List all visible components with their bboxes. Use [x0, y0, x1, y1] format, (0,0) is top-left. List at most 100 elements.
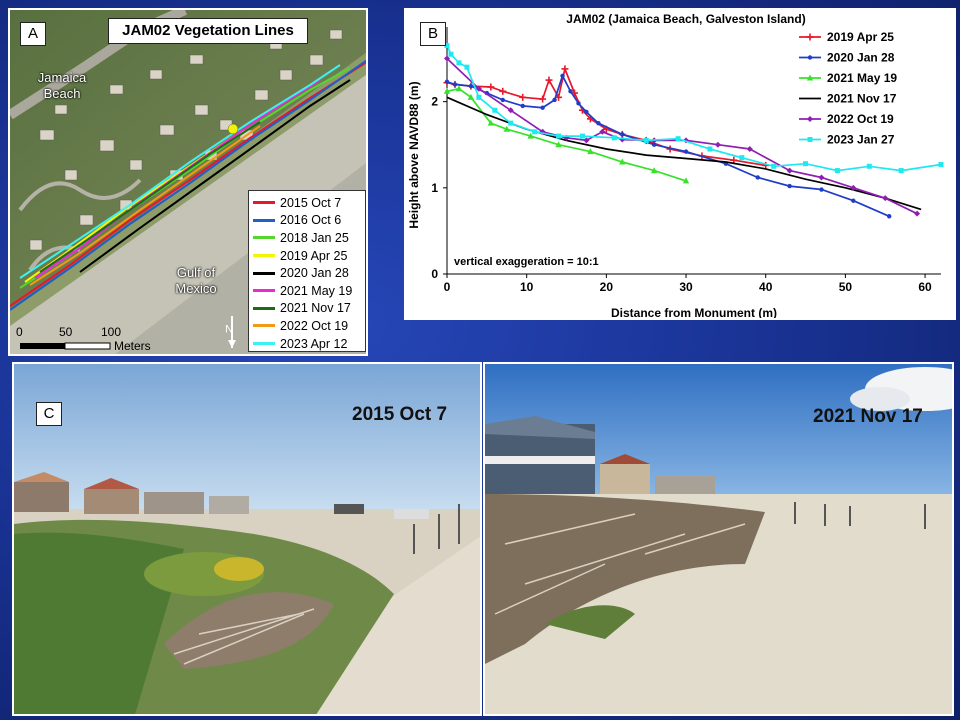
series-line	[446, 87, 687, 182]
x-tick-label: 50	[839, 280, 853, 294]
data-point	[507, 107, 514, 114]
data-point	[914, 210, 921, 217]
scale-unit: Meters	[114, 339, 151, 353]
chart-canvas: 0 10 20 30 40 50 60 0 1 2 JAM02 (Jamaica Beach, Ga…	[407, 12, 944, 320]
data-point	[819, 187, 824, 192]
beach-photo-2021-image	[485, 364, 952, 714]
map-legend-item: 2022 Oct 19	[253, 317, 361, 335]
y-axis-label: Height above NAVD88 (m)	[407, 81, 421, 228]
panel-letter-c: C	[36, 402, 62, 426]
y-tick-label: 2	[431, 95, 438, 109]
legend-swatch	[253, 342, 275, 346]
data-point	[532, 129, 538, 135]
data-point	[520, 103, 525, 109]
data-point	[467, 93, 475, 100]
legend-swatch	[253, 201, 275, 205]
map-legend-item: 2023 Apr 12	[253, 335, 361, 353]
legend-label: 2021 May 19	[280, 283, 353, 298]
x-tick-label: 0	[444, 280, 451, 294]
data-point	[503, 125, 510, 132]
scale-label-0: 0	[16, 325, 23, 339]
data-point	[620, 132, 625, 137]
data-point	[807, 137, 813, 142]
data-point	[444, 79, 450, 85]
data-point	[539, 95, 547, 103]
data-point	[596, 120, 601, 126]
legend-swatch	[253, 306, 275, 310]
legend-swatch	[253, 289, 275, 293]
data-point	[707, 146, 713, 152]
beach-profile-chart: 0 10 20 30 40 50 60 0 1 2 JAM02 (Jamaica Beach, Ga…	[404, 8, 956, 320]
map-legend-item: 2021 May 19	[253, 282, 361, 300]
scale-label-100: 100	[101, 325, 122, 339]
legend-label: 2015 Oct 7	[280, 195, 342, 210]
data-point	[683, 149, 689, 154]
data-point	[487, 83, 495, 91]
data-point	[561, 65, 569, 73]
series-line	[446, 73, 890, 218]
legend-swatch	[253, 218, 275, 222]
x-tick-label: 20	[600, 280, 614, 294]
data-point	[786, 167, 793, 174]
data-point	[851, 198, 856, 203]
data-point	[556, 133, 562, 139]
place-label-gulf-of-mexico: Gulf of Mexico	[175, 265, 217, 296]
data-point	[898, 168, 904, 174]
data-point	[499, 87, 507, 95]
data-point	[444, 55, 450, 62]
data-point	[568, 89, 573, 94]
map-legend-item: 2020 Jan 28	[253, 264, 361, 282]
panel-letter-b: B	[420, 22, 446, 46]
legend-swatch	[253, 324, 275, 328]
data-point	[787, 183, 792, 189]
chart-title: JAM02 (Jamaica Beach, Galveston Island)	[566, 12, 805, 26]
data-point	[619, 158, 626, 165]
legend-label: 2021 Nov 17	[280, 301, 351, 316]
data-point	[475, 85, 482, 92]
y-tick-label: 0	[431, 267, 438, 281]
chart-legend-label: 2019 Apr 25	[827, 30, 894, 44]
chart-legend-label: 2023 Jan 27	[827, 133, 895, 147]
north-arrow-icon: N	[222, 312, 242, 352]
chart-annotation: vertical exaggeration = 10:1	[454, 256, 599, 268]
data-point	[492, 107, 498, 113]
legend-label: 2020 Jan 28	[280, 266, 349, 281]
data-point	[560, 73, 565, 78]
data-point	[540, 105, 545, 110]
data-point	[938, 162, 944, 168]
legend-label: 2018 Jan 25	[280, 230, 349, 245]
x-axis-label: Distance from Monument (m)	[611, 306, 777, 320]
data-point	[464, 64, 470, 70]
data-point	[746, 146, 753, 153]
data-point	[771, 163, 777, 169]
data-point	[675, 136, 681, 142]
data-point	[807, 55, 813, 60]
photo-2015: C 2015 Oct 7	[12, 362, 482, 716]
place-label-jamaica-beach: Jamaica Beach	[37, 70, 87, 101]
map-legend-item: 2018 Jan 25	[253, 229, 361, 247]
data-point	[818, 174, 825, 181]
data-point	[579, 133, 585, 139]
data-point	[583, 137, 590, 144]
chart-legend-label: 2021 Nov 17	[827, 92, 897, 106]
map-legend: 2015 Oct 7 2016 Oct 6 2018 Jan 25 2019 Apr …	[248, 190, 366, 352]
data-point	[468, 83, 474, 89]
data-point	[611, 135, 617, 141]
photo-date-right: 2021 Nov 17	[813, 406, 923, 427]
data-point	[806, 33, 814, 41]
data-point	[456, 60, 462, 66]
data-point	[555, 141, 562, 148]
legend-label: 2023 Apr 12	[280, 336, 348, 351]
data-point	[508, 120, 514, 126]
data-point	[444, 43, 450, 49]
x-tick-label: 10	[520, 280, 534, 294]
data-point	[584, 109, 589, 115]
data-point	[803, 161, 809, 167]
data-point	[519, 93, 527, 101]
map-title: JAM02 Vegetation Lines	[108, 18, 308, 44]
data-point	[500, 97, 505, 103]
data-point	[643, 137, 649, 143]
data-point	[714, 141, 721, 148]
data-point	[527, 132, 534, 139]
data-point	[455, 85, 463, 92]
